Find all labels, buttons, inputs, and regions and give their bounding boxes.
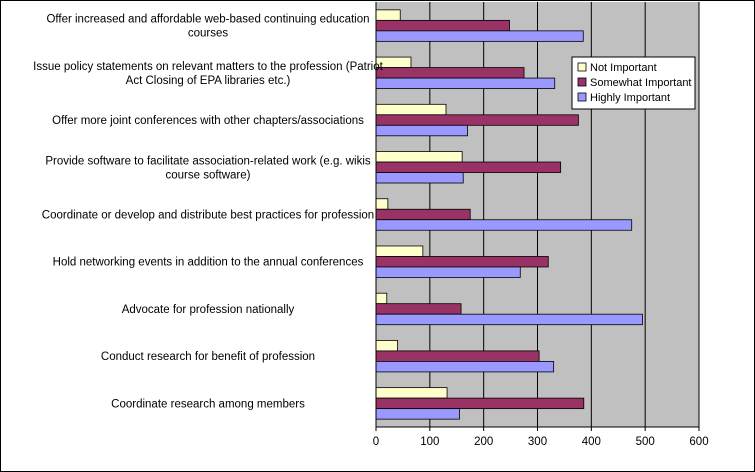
legend-swatch [577,77,587,87]
bar-somewhat-important [375,161,562,173]
bar-highly-important [375,30,584,42]
legend-swatch [577,62,587,72]
legend-label: Somewhat Important [590,77,692,89]
bar-not-important [375,292,388,305]
bar-not-important [375,103,447,116]
bar-somewhat-important [375,19,510,32]
bar-somewhat-important [375,350,540,362]
legend: Not Important Somewhat Important Highly Im… [571,56,696,110]
x-tick-label: 500 [636,436,655,448]
x-tick-label: 300 [528,436,547,448]
bar-highly-important [375,313,643,326]
bar-somewhat-important [375,397,585,410]
category-label: Coordinate research among members [111,398,305,410]
x-tick-label: 600 [689,436,708,448]
x-tick-label: 400 [582,436,601,448]
bar-highly-important [375,408,460,420]
bar-not-important [375,151,463,163]
category-label: Hold networking events in addition to th… [53,257,364,269]
category-label: Coordinate or develop and distribute bes… [42,210,374,222]
bar-highly-important [375,266,521,278]
bar-not-important [375,245,424,257]
category-label: Provide software to facilitate associati… [45,155,371,181]
x-tick-label: 0 [373,436,379,448]
bar-somewhat-important [375,303,462,315]
category-label: Conduct research for benefit of professi… [101,351,315,363]
category-label: Offer more joint conferences with other … [52,115,364,127]
category-labels: Offer increased and affordable web-based… [33,14,383,411]
category-label: Advocate for profession nationally [122,304,295,316]
x-tick-label: 100 [420,436,439,448]
x-axis-ticks: 0 100 200 300 400 500 600 [373,427,709,448]
bar-somewhat-important [375,67,525,79]
bars [375,9,643,420]
bar-somewhat-important [375,256,549,268]
bar-not-important [375,387,448,399]
bar-somewhat-important [375,208,471,221]
category-label: Offer increased and affordable web-based… [46,14,369,40]
bar-highly-important [375,219,633,231]
bar-not-important [375,198,389,210]
legend-box [571,56,696,110]
bar-highly-important [375,172,464,184]
bar-not-important [375,340,398,352]
legend-label: Not Important [590,62,657,74]
legend-label: Highly Important [590,92,670,104]
bar-highly-important [375,361,555,373]
bar-somewhat-important [375,114,579,126]
bar-highly-important [375,77,556,89]
x-tick-label: 200 [474,436,493,448]
legend-swatch [577,92,587,102]
bar-highly-important [375,124,468,137]
bar-not-important [375,9,401,21]
category-label: Issue policy statements on relevant matt… [33,61,383,87]
